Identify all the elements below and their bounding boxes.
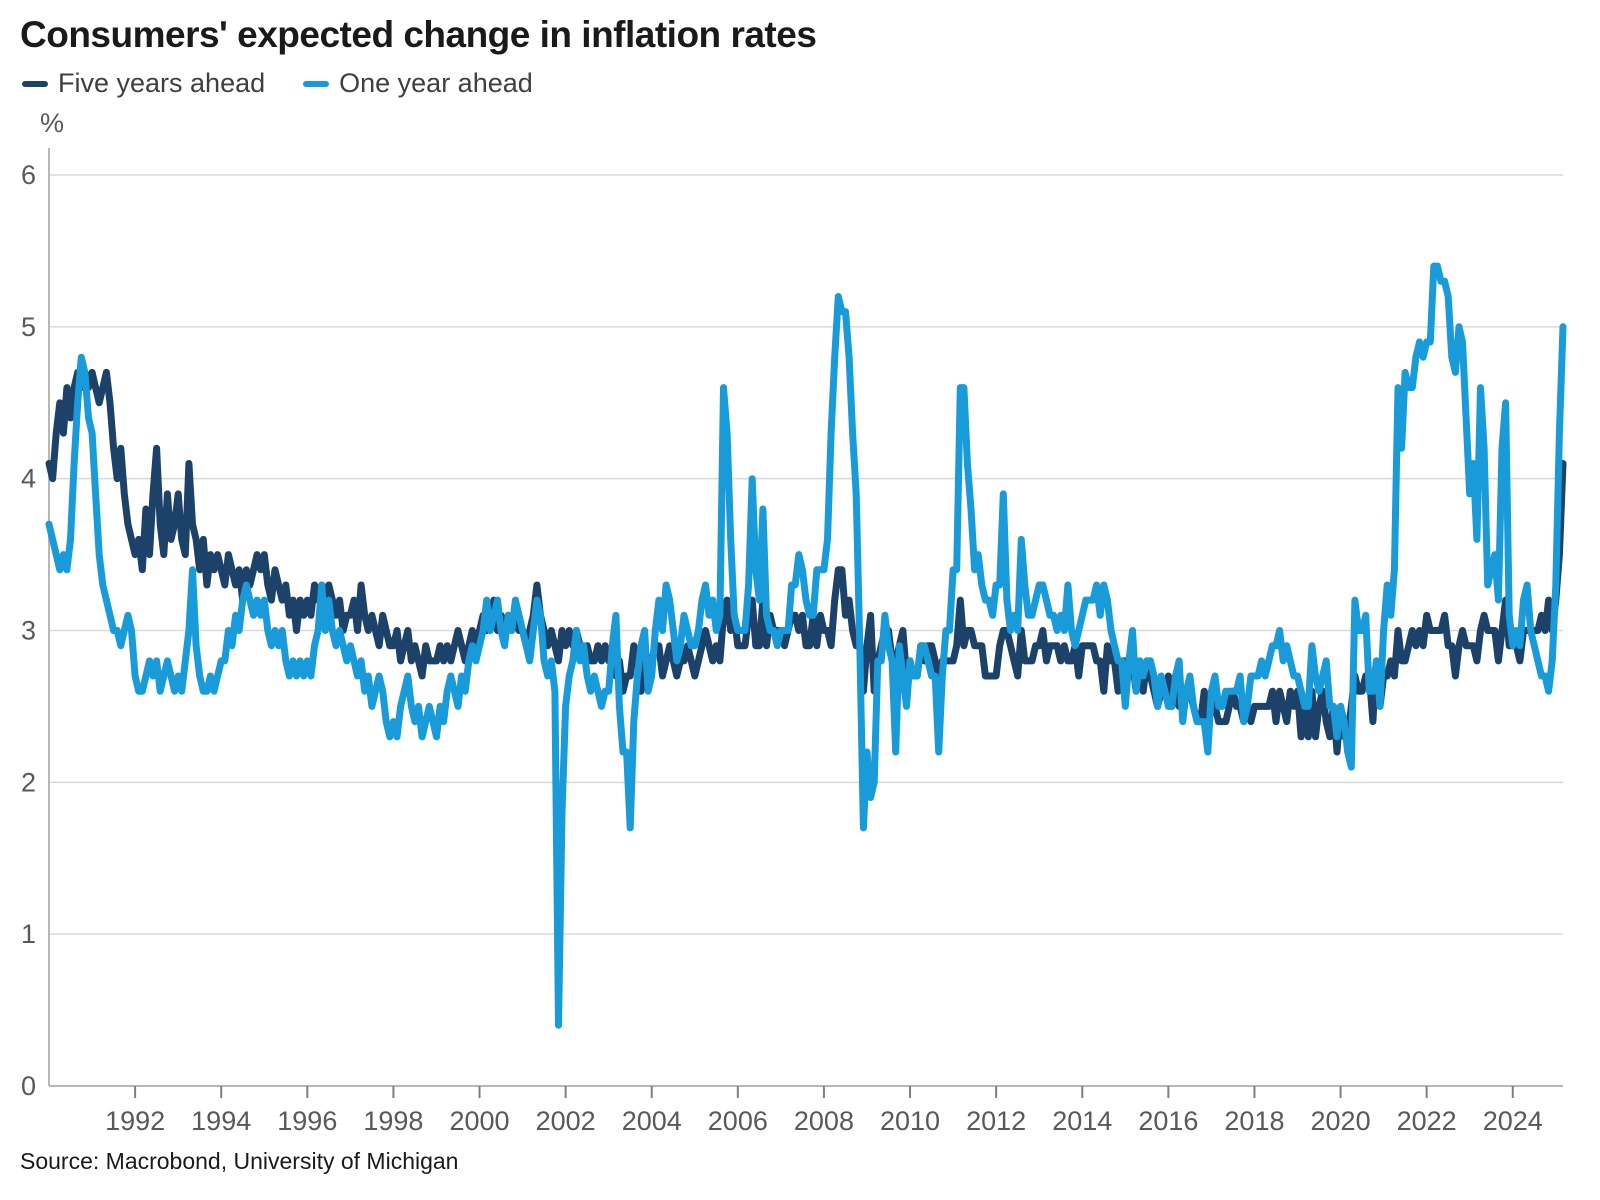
x-tick-label-2020: 2020 xyxy=(1311,1106,1371,1136)
series-line-one-year-ahead xyxy=(45,262,1567,1029)
y-axis-unit-label: % xyxy=(40,108,65,138)
x-tick-label-2018: 2018 xyxy=(1224,1106,1284,1136)
legend-label-one-year-ahead: One year ahead xyxy=(339,68,533,98)
x-tick-label-2024: 2024 xyxy=(1483,1106,1543,1136)
y-tick-label-2: 2 xyxy=(21,767,36,797)
x-tick-label-2014: 2014 xyxy=(1052,1106,1112,1136)
y-tick-label-1: 1 xyxy=(21,919,36,949)
x-tick-label-2012: 2012 xyxy=(966,1106,1026,1136)
y-tick-label-3: 3 xyxy=(21,616,36,646)
one-year-ahead-swatch-icon xyxy=(303,80,330,87)
series-line-five-years-ahead xyxy=(45,368,1567,756)
legend: Five years ahead One year ahead xyxy=(22,68,533,99)
x-tick-label-2016: 2016 xyxy=(1138,1106,1198,1136)
x-tick-label-2004: 2004 xyxy=(622,1106,682,1136)
legend-item-one-year-ahead[interactable]: One year ahead xyxy=(303,68,533,99)
x-tick-label-1996: 1996 xyxy=(277,1106,337,1136)
y-tick-label-6: 6 xyxy=(21,160,36,190)
chart-title: Consumers' expected change in inflation … xyxy=(20,14,817,55)
legend-label-five-years-ahead: Five years ahead xyxy=(58,68,266,98)
source-note: Source: Macrobond, University of Michiga… xyxy=(20,1148,459,1174)
y-tick-label-5: 5 xyxy=(21,312,36,342)
legend-item-five-years-ahead[interactable]: Five years ahead xyxy=(22,68,265,99)
x-tick-label-2008: 2008 xyxy=(794,1106,854,1136)
x-tick-label-1992: 1992 xyxy=(105,1106,165,1136)
x-tick-label-2010: 2010 xyxy=(880,1106,940,1136)
x-tick-label-1994: 1994 xyxy=(191,1106,251,1136)
y-tick-label-0: 0 xyxy=(21,1071,36,1101)
five-years-ahead-swatch-icon xyxy=(22,80,48,87)
x-tick-label-2022: 2022 xyxy=(1397,1106,1457,1136)
x-tick-label-1998: 1998 xyxy=(363,1106,423,1136)
y-tick-label-4: 4 xyxy=(21,464,36,494)
x-tick-label-2002: 2002 xyxy=(536,1106,596,1136)
x-tick-label-2000: 2000 xyxy=(449,1106,509,1136)
x-tick-label-2006: 2006 xyxy=(708,1106,768,1136)
